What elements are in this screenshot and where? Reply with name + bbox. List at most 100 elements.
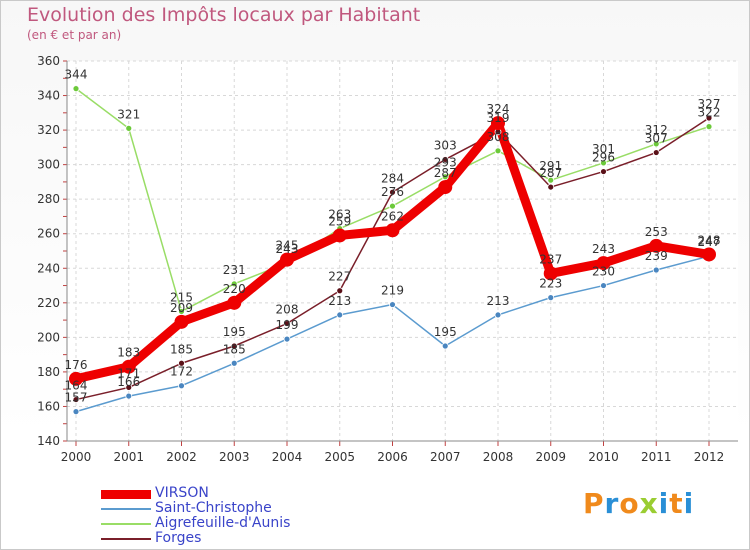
data-label-virson: 262 [381,209,404,223]
data-point-forges [547,183,555,191]
x-tick-label: 2006 [377,450,408,464]
legend-label-aigrefeuille: Aigrefeuille-d'Aunis [155,515,291,531]
y-tick-label: 240 [37,261,60,275]
data-label-saint-christophe: 172 [170,365,193,379]
data-label-forges: 185 [170,342,193,356]
data-point-aigrefeuille-d-aunis [547,176,555,184]
data-label-virson: 183 [117,346,140,360]
data-point-aigrefeuille-d-aunis [72,85,80,93]
data-point-aigrefeuille-d-aunis [600,159,607,167]
legend-swatch-aigrefeuille [101,523,151,525]
legend-item-forges: Forges [101,530,361,546]
data-label-aigrefeuille-d-aunis: 263 [328,208,351,222]
legend-label-forges: Forges [155,530,202,546]
data-label-forges: 319 [487,111,510,125]
y-tick-label: 320 [37,123,60,137]
y-tick-label: 340 [37,89,60,103]
data-label-saint-christophe: 230 [592,265,615,279]
legend-swatch-saint-christophe [101,508,151,510]
legend-label-virson: VIRSON [155,485,209,501]
logo-letter: i [683,487,695,520]
data-label-forges: 287 [539,166,562,180]
data-point-forges [705,114,713,122]
data-label-saint-christophe: 185 [223,342,246,356]
data-point-virson [649,238,664,253]
data-label-saint-christophe: 166 [117,375,140,389]
data-label-virson: 220 [223,282,246,296]
data-label-saint-christophe: 219 [381,284,404,298]
data-point-forges [230,342,238,350]
data-point-saint-christophe [547,294,555,302]
y-tick-label: 300 [37,158,60,172]
chart-subtitle: (en € et par an) [27,28,122,42]
x-tick-label: 2002 [166,450,197,464]
x-tick-label: 2000 [61,450,92,464]
data-point-virson [438,180,453,195]
data-point-saint-christophe [494,311,502,319]
logo-letter: x [639,487,659,520]
data-point-virson [332,228,347,243]
data-point-saint-christophe [336,311,344,319]
data-label-aigrefeuille-d-aunis: 312 [645,123,668,137]
data-label-forges: 164 [65,379,88,393]
logo-letter: t [669,487,684,520]
data-point-forges [600,168,607,175]
data-point-aigrefeuille-d-aunis [494,147,502,155]
data-point-virson [543,266,558,281]
legend-item-virson: VIRSON [101,485,361,501]
data-label-aigrefeuille-d-aunis: 308 [487,130,510,144]
data-point-forges [125,384,133,391]
data-point-saint-christophe [230,359,238,367]
x-tick-label: 2007 [430,450,461,464]
data-label-virson: 259 [328,214,351,228]
proxiti-logo: Proxiti [583,487,694,520]
data-point-forges [652,149,660,156]
data-point-forges [336,287,344,295]
data-point-saint-christophe [178,382,185,390]
y-tick-label: 200 [37,330,60,344]
data-point-virson [280,252,294,267]
data-label-aigrefeuille-d-aunis: 276 [381,185,404,199]
data-label-saint-christophe: 213 [487,294,510,308]
data-point-saint-christophe [652,266,660,274]
data-point-aigrefeuille-d-aunis [230,280,238,288]
data-point-virson [69,371,83,386]
data-label-virson: 287 [434,166,457,180]
x-tick-label: 2011 [641,450,672,464]
x-tick-label: 2004 [272,450,303,464]
data-label-forges: 284 [381,171,404,185]
data-label-virson: 248 [698,233,721,247]
data-point-virson [596,256,611,271]
data-label-virson: 176 [65,358,88,372]
data-point-saint-christophe [600,282,607,289]
data-label-virson: 253 [645,225,668,239]
data-label-aigrefeuille-d-aunis: 231 [223,263,246,277]
y-tick-label: 140 [37,434,60,448]
data-label-saint-christophe: 157 [65,391,88,405]
logo-letter: P [583,487,605,520]
legend-swatch-forges [101,538,151,540]
data-label-aigrefeuille-d-aunis: 291 [539,159,562,173]
data-label-aigrefeuille-d-aunis: 293 [434,156,457,170]
data-label-aigrefeuille-d-aunis: 344 [65,68,88,82]
data-label-forges: 227 [328,270,351,284]
x-tick-label: 2003 [219,450,250,464]
data-label-saint-christophe: 195 [434,325,457,339]
data-label-forges: 171 [117,366,140,380]
data-label-forges: 195 [223,325,246,339]
data-label-forges: 296 [592,151,615,165]
data-label-aigrefeuille-d-aunis: 243 [276,242,299,256]
data-point-aigrefeuille-d-aunis [705,123,713,131]
y-tick-label: 180 [37,365,60,379]
data-label-virson: 237 [539,252,562,266]
data-label-forges: 208 [276,303,299,317]
data-point-aigrefeuille-d-aunis [178,308,185,315]
data-label-saint-christophe: 247 [698,235,721,249]
legend-item-saint-christophe: Saint-Christophe [101,500,361,516]
data-point-aigrefeuille-d-aunis [125,124,133,132]
y-tick-label: 360 [37,54,60,68]
data-label-saint-christophe: 199 [276,318,299,332]
data-label-virson: 243 [592,242,615,256]
data-point-forges [283,320,291,327]
data-label-saint-christophe: 239 [645,249,668,263]
